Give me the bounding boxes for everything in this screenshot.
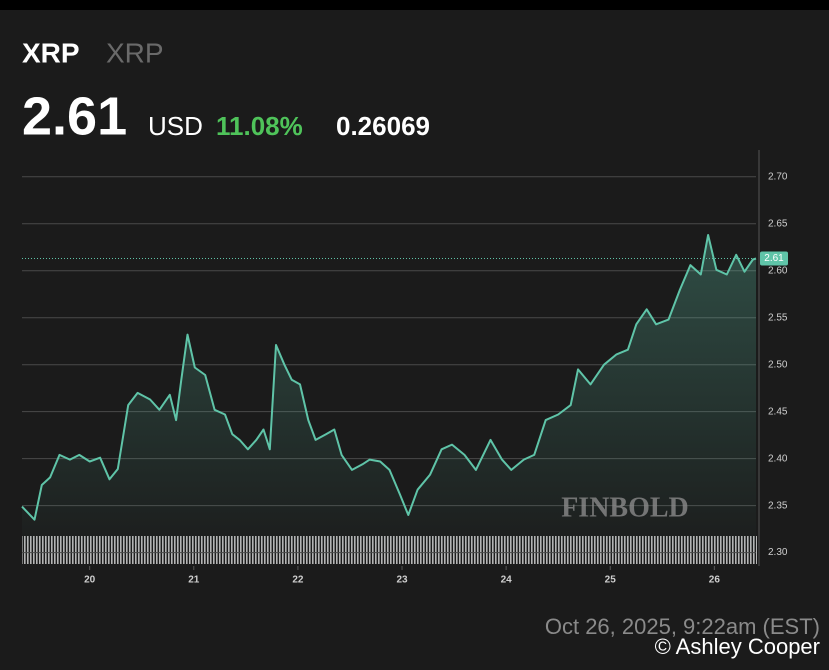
price: 2.61 <box>22 86 127 146</box>
symbol: XRP <box>22 37 80 68</box>
y-tick-label: 2.55 <box>768 312 788 323</box>
credit: © Ashley Cooper <box>655 634 820 659</box>
y-tick-label: 2.30 <box>768 547 788 558</box>
last-price-tag <box>760 251 788 266</box>
asset-name: XRP <box>106 37 164 68</box>
y-tick-label: 2.65 <box>768 218 788 229</box>
y-tick-label: 2.70 <box>768 171 788 182</box>
y-tick-label: 2.40 <box>768 453 788 464</box>
change-pct: 11.08% <box>216 111 303 141</box>
currency: USD <box>148 111 203 141</box>
y-tick-label: 2.35 <box>768 500 788 511</box>
x-tick-label: 21 <box>188 575 200 586</box>
y-tick-label: 2.60 <box>768 265 788 276</box>
x-tick-label: 24 <box>501 575 513 586</box>
last-price-label: 2.61 <box>764 253 784 264</box>
area <box>22 235 756 562</box>
x-tick-label: 23 <box>396 575 408 586</box>
watermark: FINBOLD <box>561 492 689 523</box>
y-tick-label: 2.45 <box>768 406 788 417</box>
y-tick-label: 2.50 <box>768 359 788 370</box>
x-tick-label: 25 <box>605 575 617 586</box>
timestamp: Oct 26, 2025, 9:22am (EST) <box>545 614 820 639</box>
x-tick-label: 20 <box>84 575 96 586</box>
x-tick-label: 26 <box>709 575 721 586</box>
change: 0.26069 <box>336 111 430 141</box>
x-tick-label: 22 <box>292 575 304 586</box>
price-line <box>21 234 757 521</box>
